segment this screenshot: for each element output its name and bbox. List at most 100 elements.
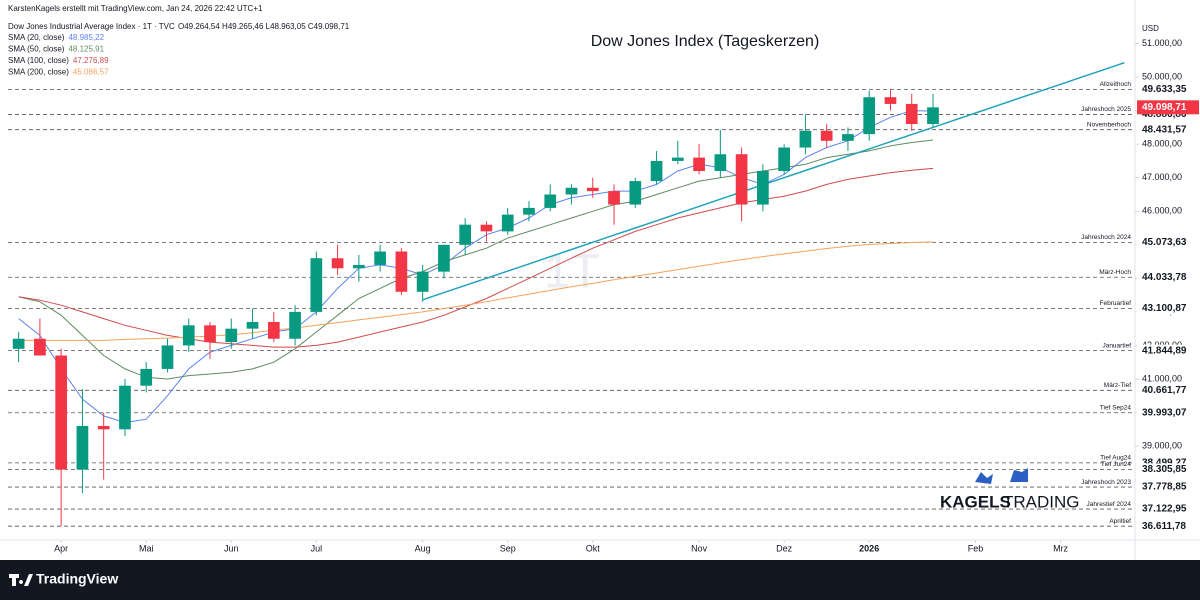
candle-body (778, 147, 790, 172)
candle-body (161, 345, 174, 369)
level-price-box (1137, 271, 1199, 284)
candle-body (927, 107, 939, 125)
y-tick-label: 46.000,00 (1142, 206, 1182, 216)
level-price: 44.033,78 (1142, 272, 1187, 283)
y-tick-label: 41.000,00 (1142, 373, 1182, 383)
level-price-box (1137, 302, 1199, 315)
candle-body (182, 325, 195, 346)
logo-bold: KAGELS (940, 492, 1011, 511)
level-price: 38.305,85 (1142, 464, 1187, 475)
candle-body (863, 97, 876, 135)
x-tick-label: Aug (415, 543, 431, 553)
candle-body (650, 160, 663, 182)
ohlc: O49.264,54 H49.265,46 L48.963,05 C49.098… (178, 22, 350, 31)
x-tick-label: Feb (968, 543, 984, 553)
level-price: 39.993,07 (1142, 407, 1187, 418)
level-name: Februartief (1100, 300, 1132, 307)
legend-name: SMA (20, close) (8, 33, 65, 42)
level-name: Tief Jun24 (1101, 461, 1131, 468)
level-price-box (1137, 481, 1199, 494)
candle-body (289, 311, 301, 339)
candle-body (565, 187, 578, 195)
legend-value: 48.125,91 (68, 45, 104, 54)
candle-body (586, 187, 599, 192)
candle-body (757, 171, 769, 205)
level-price-box (1137, 83, 1199, 96)
y-tick-label: 48.000,00 (1142, 139, 1182, 149)
candle-body (714, 154, 727, 172)
level-price: 37.122,95 (1142, 504, 1187, 515)
candle-body (76, 425, 89, 470)
candle-body (693, 157, 705, 172)
level-price-box (1137, 384, 1199, 397)
legend-value: 45.086,57 (73, 68, 109, 77)
level-price: 45.073,63 (1142, 237, 1187, 248)
footer-brand: TradingView (36, 571, 118, 587)
x-tick-label: Jun (224, 543, 239, 553)
x-tick-label: Jul (311, 543, 323, 553)
x-tick-label: Mai (139, 543, 154, 553)
plot: Allzeithoch Jahreshoch 2025 Novemberhoch Ja… (8, 61, 1135, 527)
currency: USD (1142, 24, 1159, 33)
logo-bull (975, 472, 993, 484)
level-name: Jahreshoch 2024 (1081, 234, 1131, 241)
candle-body (331, 258, 344, 269)
level-price: 41.844,89 (1142, 345, 1187, 356)
candle-body (119, 385, 131, 430)
footer-bar (0, 560, 1200, 600)
y-tick-label: 47.000,00 (1142, 172, 1182, 182)
footer-logo (9, 574, 33, 586)
level-name: März-Tief (1104, 382, 1131, 389)
x-tick-label: Nov (691, 543, 708, 553)
level-price-box (1137, 463, 1199, 476)
x-tick-label: Sep (500, 543, 516, 553)
candle-body (608, 191, 620, 205)
level-price: 48.431,57 (1142, 124, 1187, 135)
candle-body (544, 194, 557, 208)
candle-body (374, 251, 386, 265)
level-price: 48.886,86 (1142, 109, 1187, 120)
level-price-box (1137, 503, 1199, 516)
level-price-box (1137, 344, 1199, 357)
x-tick-label: Okt (586, 543, 601, 553)
candle-body (267, 321, 280, 339)
level-name: März-Hoch (1099, 269, 1131, 276)
candle-body (884, 97, 897, 104)
candle-body (204, 325, 216, 343)
watermark: 1T (544, 246, 600, 299)
level-name: Novemberhoch (1087, 121, 1131, 128)
candle-body (629, 181, 642, 205)
candle-body (735, 154, 748, 205)
trend-line (422, 61, 1125, 301)
candle-body (501, 214, 514, 232)
level-name: Jahreshoch 2023 (1081, 479, 1131, 486)
last-price-box (1137, 100, 1199, 115)
level-price: 43.100,87 (1142, 303, 1187, 314)
candle-body (523, 207, 535, 215)
level-name: Tief Sep24 (1100, 404, 1132, 411)
level-name: Jahrestief 2024 (1087, 501, 1132, 508)
legend-value: 47.276,89 (73, 56, 109, 65)
level-name: Jahreshoch 2025 (1081, 106, 1131, 113)
level-price-box (1137, 236, 1199, 249)
candle-body (480, 224, 493, 232)
candle-body (246, 321, 259, 329)
y-tick-label: 51.000,00 (1142, 38, 1182, 48)
level-price: 40.661,77 (1142, 385, 1187, 396)
candle-body (225, 328, 238, 343)
level-price: 49.633,35 (1142, 84, 1187, 95)
x-tick-label: Mrz (1053, 543, 1068, 553)
logo-bear (1010, 468, 1028, 482)
level-name: Allzeithoch (1100, 81, 1132, 88)
candle-body (905, 103, 918, 125)
y-tick-label: 50.000,00 (1142, 71, 1182, 81)
candle-body (459, 224, 472, 245)
level-name: Apriltief (1109, 518, 1131, 525)
level-price: 37.778,85 (1142, 482, 1187, 493)
level-price: 36.611,78 (1142, 521, 1186, 532)
y-tick-label: 39.000,00 (1142, 440, 1182, 450)
candle-body (842, 134, 854, 141)
level-price-box (1137, 123, 1199, 136)
